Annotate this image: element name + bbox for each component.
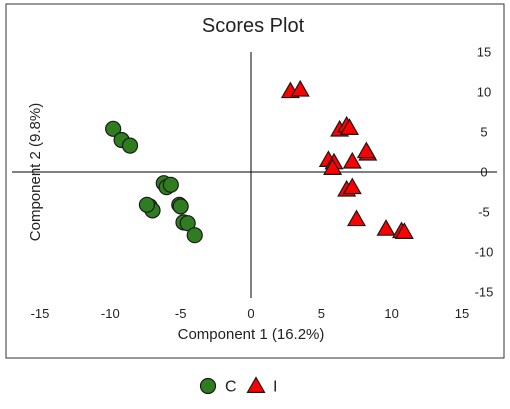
point-i xyxy=(346,209,367,227)
point-i xyxy=(323,158,343,175)
data-points xyxy=(105,79,414,244)
point-c xyxy=(162,176,179,193)
x-tick-label: -15 xyxy=(31,306,50,321)
point-c xyxy=(179,215,196,232)
point-i xyxy=(394,222,414,239)
y-tick-label: -5 xyxy=(478,205,490,220)
point-c xyxy=(105,120,122,137)
tick-labels: -15 -10 -5 0 5 10 15 15 10 5 0 -5 -10 -15 xyxy=(31,45,494,322)
y-tick-label: 0 xyxy=(480,165,487,180)
y-tick-label: -10 xyxy=(475,245,494,260)
y-tick-label: 10 xyxy=(477,85,491,100)
legend-marker-c xyxy=(199,377,217,395)
point-c xyxy=(138,196,156,213)
x-tick-label: -5 xyxy=(175,306,187,321)
point-i xyxy=(339,118,360,135)
legend-marker-i xyxy=(246,376,266,393)
point-i xyxy=(356,141,376,159)
legend-label-i: I xyxy=(273,379,277,396)
plot-frame xyxy=(5,3,505,359)
y-tick-label: 5 xyxy=(480,125,487,140)
point-i xyxy=(342,151,362,169)
point-c xyxy=(172,198,189,215)
x-axis-label: Component 1 (16.2%) xyxy=(178,326,325,343)
y-tick-label: 15 xyxy=(477,45,491,60)
y-tick-label: -15 xyxy=(475,285,494,300)
legend-label-c: C xyxy=(225,379,237,396)
x-tick-label: 0 xyxy=(247,306,254,321)
point-c xyxy=(121,137,139,154)
axes xyxy=(12,52,497,298)
x-tick-label: 10 xyxy=(384,306,398,321)
point-c xyxy=(186,227,203,244)
chart-title: Scores Plot xyxy=(202,15,305,37)
point-i xyxy=(342,177,362,195)
x-tick-label: 5 xyxy=(318,306,325,321)
x-tick-label: -10 xyxy=(101,306,120,321)
x-tick-label: 15 xyxy=(455,306,469,321)
point-i xyxy=(290,79,310,97)
point-i xyxy=(376,219,396,236)
